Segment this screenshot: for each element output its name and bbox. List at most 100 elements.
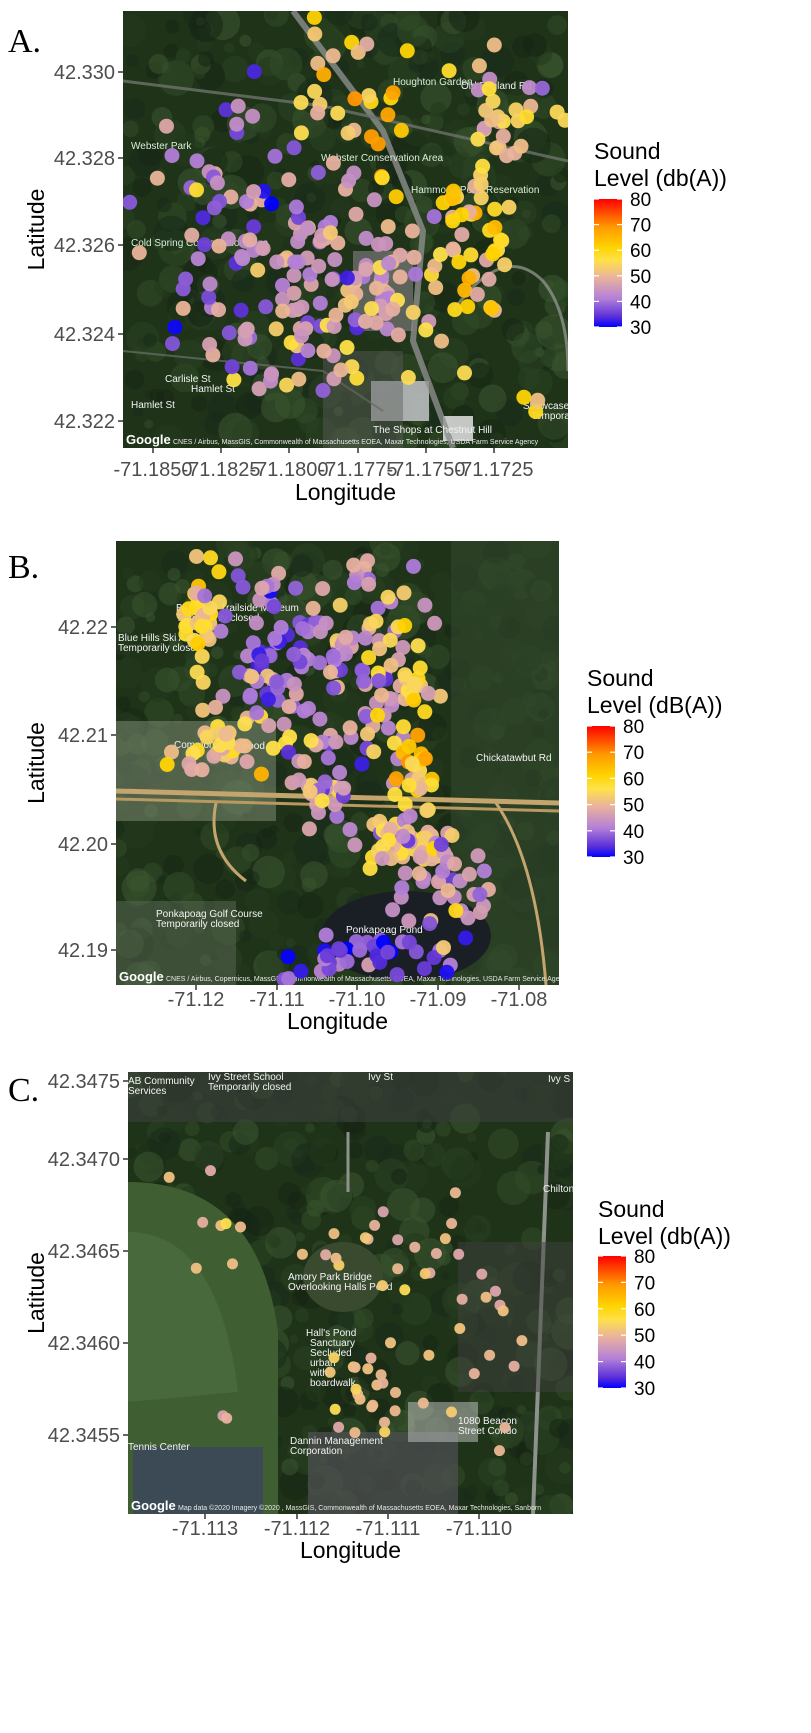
sound-point bbox=[420, 685, 436, 701]
map-place-label: Chilton St bbox=[543, 1184, 587, 1195]
sound-point bbox=[476, 1268, 488, 1280]
sound-point bbox=[281, 172, 297, 188]
sound-point bbox=[439, 1233, 451, 1245]
map-place-label: Ivy St bbox=[368, 1072, 393, 1083]
sound-point bbox=[534, 80, 550, 96]
sound-point bbox=[473, 176, 489, 192]
sound-point bbox=[253, 766, 269, 782]
sound-point bbox=[385, 902, 401, 918]
sound-point bbox=[449, 1187, 461, 1199]
sound-point bbox=[211, 238, 227, 254]
sound-point bbox=[385, 85, 401, 101]
sound-point bbox=[202, 276, 218, 292]
sound-point bbox=[430, 1248, 442, 1259]
sound-point bbox=[197, 588, 213, 604]
sound-point bbox=[447, 302, 463, 318]
sound-point bbox=[445, 241, 461, 257]
map-place-label: Old England Rd bbox=[461, 81, 532, 92]
sound-point bbox=[326, 680, 342, 696]
map-place-label: Ivy Street School bbox=[208, 1072, 284, 1083]
sound-point bbox=[221, 325, 237, 341]
google-credit-logo: Google bbox=[119, 969, 164, 984]
map-place-label: Temporarily closed bbox=[156, 919, 239, 930]
sound-point bbox=[448, 903, 464, 919]
sound-point bbox=[358, 708, 374, 724]
sound-point bbox=[275, 277, 290, 293]
map-place-label: The Shops at Chestnut Hill bbox=[373, 425, 492, 436]
sound-point bbox=[475, 158, 491, 174]
sound-point bbox=[388, 189, 404, 205]
sound-point bbox=[352, 942, 368, 958]
sound-point bbox=[380, 589, 396, 605]
map-place-label: Hamlet St bbox=[191, 384, 235, 395]
sound-point bbox=[386, 735, 402, 751]
sound-point bbox=[401, 934, 417, 950]
sound-point bbox=[275, 303, 291, 319]
sound-point bbox=[393, 122, 409, 138]
sound-point bbox=[356, 673, 371, 689]
sound-point bbox=[229, 116, 245, 132]
sound-point bbox=[273, 620, 289, 635]
sound-point bbox=[203, 550, 218, 566]
sound-point bbox=[333, 1421, 345, 1433]
sound-point bbox=[365, 1352, 377, 1364]
sound-point bbox=[516, 1335, 528, 1347]
sound-point bbox=[392, 1234, 404, 1246]
sound-point bbox=[302, 783, 318, 799]
sound-point bbox=[261, 718, 277, 734]
sound-point bbox=[379, 1416, 390, 1428]
sound-point bbox=[406, 558, 421, 574]
sound-point bbox=[294, 299, 310, 315]
sound-point bbox=[242, 360, 258, 376]
sound-point bbox=[296, 754, 312, 770]
sound-point bbox=[349, 370, 365, 386]
sound-point bbox=[332, 765, 348, 780]
sound-point bbox=[303, 733, 319, 749]
sound-point bbox=[242, 232, 258, 248]
sound-point bbox=[389, 1405, 401, 1417]
sound-point bbox=[281, 971, 297, 985]
sound-point bbox=[417, 1397, 429, 1409]
legend-colorbar bbox=[594, 199, 622, 327]
sound-point bbox=[395, 640, 411, 655]
sound-point bbox=[307, 83, 323, 99]
sound-point bbox=[396, 585, 412, 601]
sound-point bbox=[266, 599, 282, 615]
sound-point bbox=[318, 615, 334, 631]
sound-point bbox=[469, 286, 485, 302]
sound-point bbox=[324, 1366, 336, 1378]
sound-point bbox=[343, 294, 359, 310]
sound-point bbox=[387, 787, 403, 802]
sound-point bbox=[417, 597, 433, 613]
sound-point bbox=[205, 1165, 216, 1177]
sound-point bbox=[476, 863, 492, 879]
map-place-label: Temporarily closed bbox=[118, 643, 201, 654]
sound-point bbox=[357, 630, 373, 646]
sound-point bbox=[245, 108, 261, 124]
sound-point bbox=[239, 754, 255, 770]
sound-point bbox=[175, 281, 191, 297]
sound-point bbox=[385, 1337, 396, 1349]
sound-point bbox=[230, 98, 246, 114]
sound-point bbox=[291, 371, 307, 387]
sound-point bbox=[485, 246, 501, 262]
sound-point bbox=[446, 183, 461, 199]
sound-point bbox=[433, 837, 449, 852]
sound-point bbox=[220, 1218, 232, 1230]
sound-point bbox=[392, 269, 408, 285]
sound-point bbox=[347, 837, 363, 853]
sound-point bbox=[470, 848, 486, 864]
map-place-label: Webster Conservation Area bbox=[321, 153, 444, 164]
sound-point bbox=[211, 302, 226, 318]
x-tick-label: -71.1750 bbox=[387, 459, 466, 481]
sound-point bbox=[364, 301, 380, 317]
sound-point bbox=[426, 950, 442, 966]
sound-point bbox=[232, 664, 247, 680]
x-axis-title: Longitude bbox=[300, 1537, 401, 1563]
sound-point bbox=[435, 863, 451, 879]
sound-point bbox=[328, 1228, 340, 1240]
sound-point bbox=[395, 828, 411, 844]
